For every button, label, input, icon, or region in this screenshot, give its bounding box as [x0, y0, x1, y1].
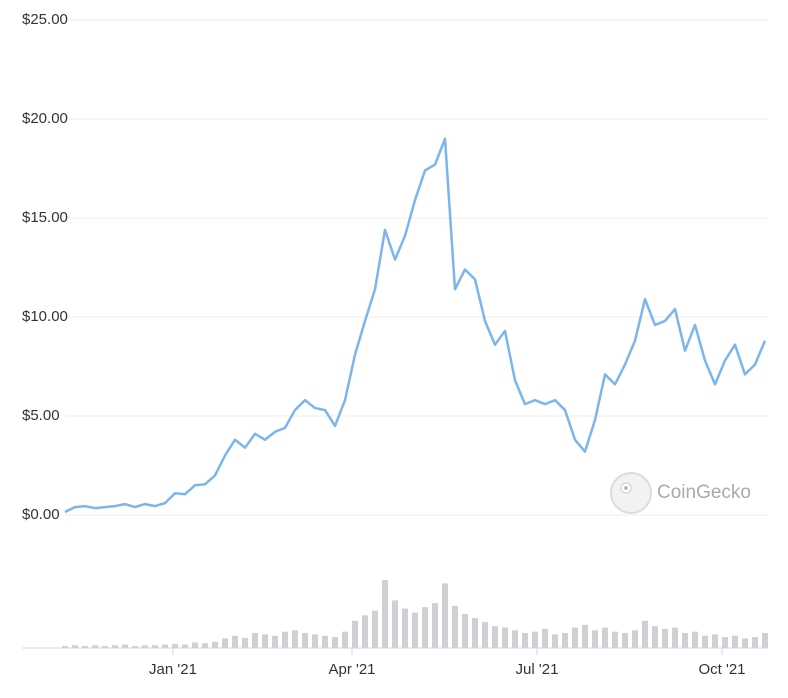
x-tick-label: Jul '21 [516, 661, 559, 678]
volume-bar [502, 627, 508, 648]
volume-bar [92, 645, 98, 648]
volume-bar [472, 618, 478, 648]
volume-bar [452, 605, 458, 648]
volume-bar [592, 630, 598, 648]
volume-bar [372, 610, 378, 648]
volume-bar [642, 620, 648, 648]
volume-bar [332, 637, 338, 648]
volume-bar [522, 633, 528, 648]
volume-bar [382, 580, 388, 648]
volume-bar [142, 645, 148, 648]
volume-bar [72, 645, 78, 648]
volume-bar [212, 641, 218, 648]
volume-bar [222, 638, 228, 648]
volume-bar [232, 635, 238, 648]
volume-bar [82, 645, 88, 648]
price-plot: $0.00 $5.00 $10.00 $15.00 $20.00 $25.00 Jan '2… [22, 11, 768, 678]
volume-bar [242, 637, 248, 648]
volume-bar [272, 635, 278, 648]
volume-bar [102, 645, 108, 648]
volume-bar [322, 635, 328, 648]
volume-bar [282, 631, 288, 648]
y-tick-label: $25.00 [22, 11, 68, 28]
volume-bar [262, 634, 268, 648]
volume-bar [712, 634, 718, 648]
volume-bar [672, 627, 678, 648]
volume-bar [582, 624, 588, 648]
volume-bar [112, 645, 118, 648]
x-tick-label: Apr '21 [328, 661, 375, 678]
volume-bar [182, 644, 188, 648]
volume-bar [682, 633, 688, 648]
volume-bar [252, 633, 258, 648]
volume-bar [692, 631, 698, 648]
volume-bar [342, 631, 348, 648]
volume-bar [762, 633, 768, 648]
watermark: CoinGecko [657, 482, 751, 503]
y-tick-label: $5.00 [22, 407, 60, 424]
volume-bar [602, 627, 608, 648]
volume-bar [652, 626, 658, 648]
volume-bar [172, 643, 178, 648]
volume-bar [392, 600, 398, 648]
volume-bar [192, 642, 198, 648]
volume-bar [512, 630, 518, 648]
volume-bar [562, 633, 568, 648]
y-tick-label: $15.00 [22, 209, 68, 226]
volume-bar [352, 620, 358, 648]
volume-bar [622, 633, 628, 648]
volume-bar [62, 645, 68, 648]
volume-bar [432, 603, 438, 648]
volume-bar [162, 644, 168, 648]
y-tick-label: $20.00 [22, 110, 68, 127]
volume-bar [662, 628, 668, 648]
volume-bar [722, 637, 728, 648]
volume-bar [702, 635, 708, 648]
volume-bar [362, 615, 368, 648]
volume-bar [732, 635, 738, 648]
y-tick-label: $0.00 [22, 506, 60, 523]
watermark-logo [610, 472, 652, 514]
volume-bar [632, 630, 638, 648]
volume-bar [462, 614, 468, 648]
volume-bar [442, 583, 448, 648]
volume-bar [302, 633, 308, 648]
volume-bar [202, 643, 208, 648]
volume-bar [132, 645, 138, 648]
volume-bar [532, 631, 538, 648]
volume-bar [482, 622, 488, 648]
volume-bar [552, 634, 558, 648]
volume-bar [152, 645, 158, 648]
price-line [64, 137, 767, 514]
volume-bar [752, 637, 758, 648]
volume-bar [402, 608, 408, 648]
volume-bar [742, 638, 748, 648]
x-tick-label: Jan '21 [149, 661, 197, 678]
volume-bar [422, 607, 428, 648]
volume-bar [412, 612, 418, 648]
volume-bar [122, 644, 128, 648]
x-tick-label: Oct '21 [698, 661, 745, 678]
volume-bar [572, 627, 578, 648]
y-tick-label: $10.00 [22, 308, 68, 325]
volume-bar [612, 631, 618, 648]
volume-bar [292, 630, 298, 648]
volume-bar [492, 626, 498, 648]
volume-bar [542, 628, 548, 648]
volume-bar [312, 634, 318, 648]
volume-plot [22, 580, 768, 649]
